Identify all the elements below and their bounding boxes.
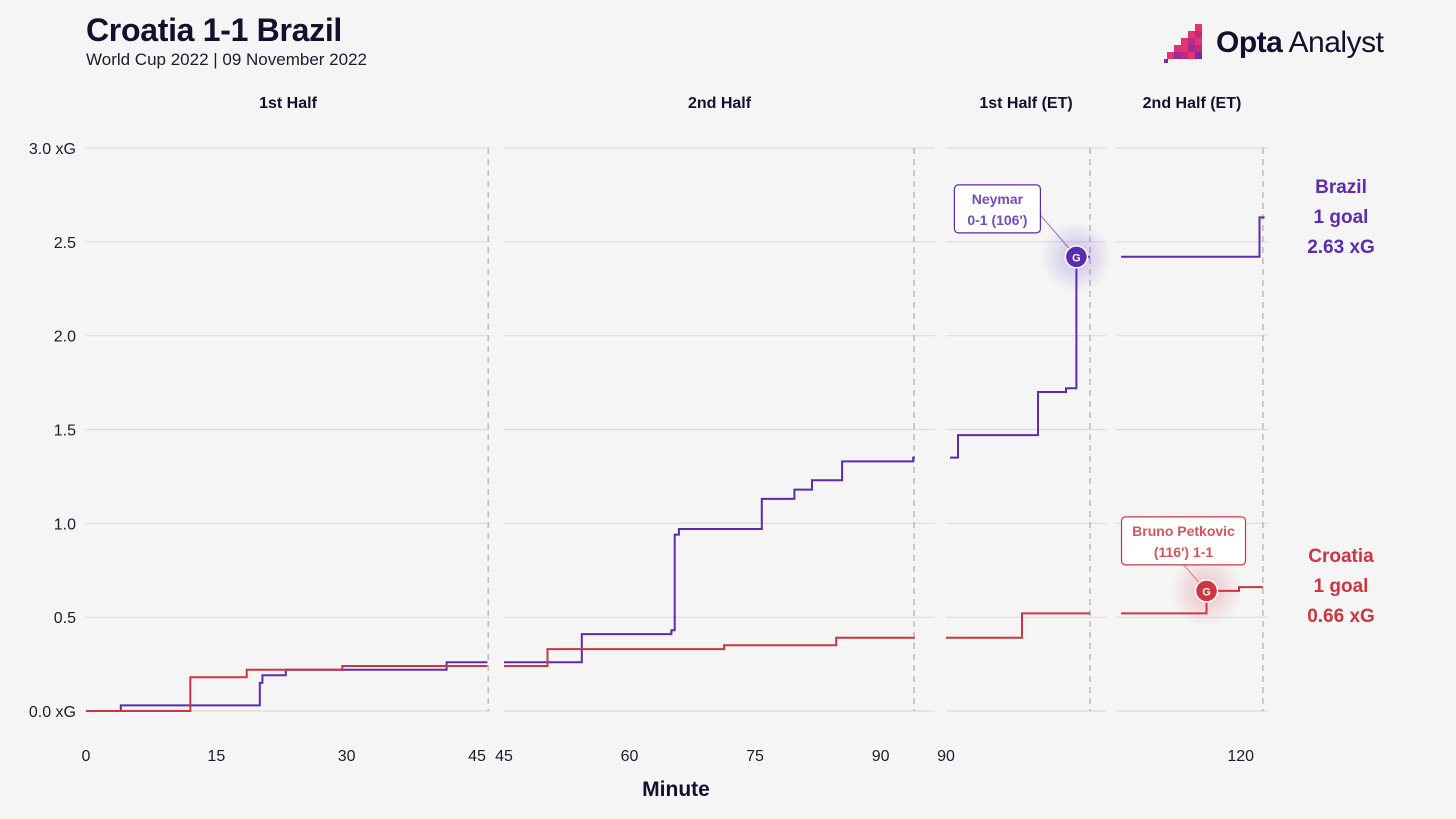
x-tick-label-0-1: 15 bbox=[207, 748, 225, 765]
y-tick-label-0: 0.0 xG bbox=[29, 704, 76, 721]
x-tick-label-0-3: 45 bbox=[468, 748, 486, 765]
croatia-xg: 0.66 xG bbox=[1307, 606, 1375, 627]
brazil-goal-score: 0-1 (106') bbox=[967, 212, 1027, 228]
x-axis-label: Minute bbox=[642, 778, 710, 801]
brazil-goal-marker bbox=[1064, 245, 1089, 269]
brand-bold-text: Opta bbox=[1216, 26, 1283, 59]
opta-logo-icon bbox=[1164, 24, 1202, 63]
brazil-goal-scorer: Neymar bbox=[972, 191, 1024, 207]
croatia-goals: 1 goal bbox=[1313, 576, 1369, 597]
x-tick-label-1-0: 45 bbox=[495, 748, 513, 765]
panel-header-3: 2nd Half (ET) bbox=[1143, 95, 1242, 112]
x-tick-label-2-0: 90 bbox=[937, 748, 955, 765]
panel-header-0: 1st Half bbox=[259, 95, 317, 112]
croatia-goal-scorer: Bruno Petkovic bbox=[1132, 523, 1235, 539]
croatia-goal-score: (116') 1-1 bbox=[1154, 544, 1214, 560]
x-tick-label-1-1: 60 bbox=[621, 748, 639, 765]
croatia-goal-marker-letter: G bbox=[1202, 586, 1211, 598]
y-tick-label-6: 3.0 xG bbox=[29, 141, 76, 158]
chart-subtitle: World Cup 2022 | 09 November 2022 bbox=[86, 50, 367, 69]
croatia-xg-line-panel-2 bbox=[946, 612, 1090, 639]
brazil-summary: Brazil 1 goal 2.63 xG bbox=[1261, 173, 1421, 263]
chart-title: Croatia 1-1 Brazil bbox=[86, 12, 343, 48]
x-tick-label-0-0: 0 bbox=[82, 748, 91, 765]
y-tick-label-5: 2.5 bbox=[54, 235, 76, 252]
croatia-summary: Croatia 1 goal 0.66 xG bbox=[1261, 542, 1421, 632]
croatia-xg-line-panel-0 bbox=[86, 665, 488, 712]
brazil-xg-line-panel-2 bbox=[950, 255, 1090, 459]
x-tick-label-3-0: 120 bbox=[1227, 748, 1254, 765]
croatia-name: Croatia bbox=[1308, 546, 1374, 567]
brazil-name: Brazil bbox=[1315, 177, 1367, 198]
x-tick-label-1-3: 90 bbox=[872, 748, 890, 765]
croatia-xg-line-panel-1 bbox=[504, 636, 915, 667]
panel-header-1: 2nd Half bbox=[688, 95, 752, 112]
brand-wordmark: Opta Analyst bbox=[1216, 26, 1384, 60]
croatia-goal-marker bbox=[1194, 579, 1219, 603]
croatia-goal-label-box bbox=[1120, 516, 1247, 566]
panel-header-2: 1st Half (ET) bbox=[979, 95, 1072, 112]
brazil-goals: 1 goal bbox=[1313, 207, 1369, 228]
brazil-goal-marker-letter: G bbox=[1072, 252, 1081, 264]
brazil-xg-line-panel-0 bbox=[86, 661, 488, 712]
x-tick-label-0-2: 30 bbox=[338, 748, 356, 765]
brazil-xg-line-panel-1 bbox=[504, 456, 915, 664]
y-tick-label-3: 1.5 bbox=[54, 423, 76, 440]
y-tick-label-1: 0.5 bbox=[54, 610, 76, 627]
brazil-goal-label-box bbox=[953, 184, 1042, 234]
y-tick-label-4: 2.0 bbox=[54, 329, 76, 346]
brazil-xg: 2.63 xG bbox=[1307, 237, 1375, 258]
brand-light-text: Analyst bbox=[1282, 26, 1384, 59]
brazil-xg-line-panel-3 bbox=[1121, 216, 1265, 258]
opta-analyst-logo: Opta Analyst bbox=[1162, 22, 1384, 64]
x-tick-label-1-2: 75 bbox=[746, 748, 764, 765]
y-tick-label-2: 1.0 bbox=[54, 516, 76, 533]
